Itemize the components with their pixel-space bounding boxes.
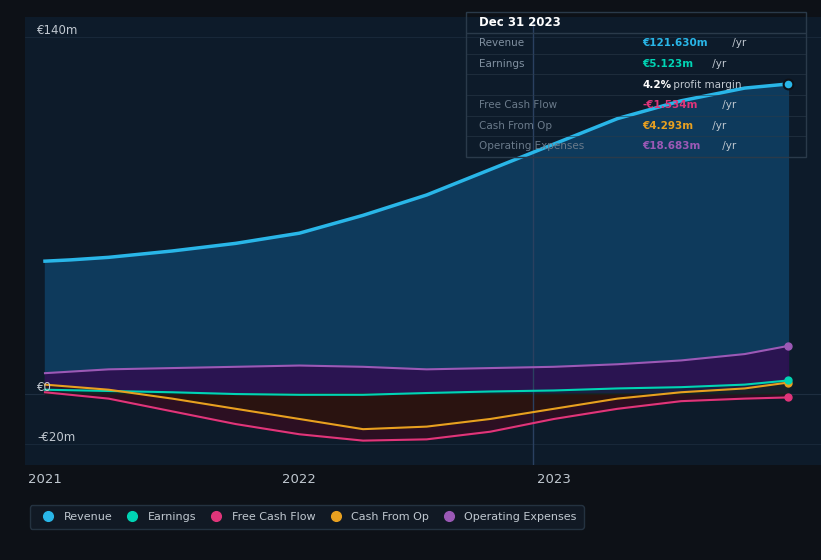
- Text: Dec 31 2023: Dec 31 2023: [479, 16, 561, 29]
- Text: Revenue: Revenue: [479, 38, 525, 48]
- Text: profit margin: profit margin: [670, 80, 741, 90]
- Text: €5.123m: €5.123m: [643, 59, 694, 69]
- Text: /yr: /yr: [728, 38, 745, 48]
- Text: /yr: /yr: [709, 121, 727, 131]
- Text: Free Cash Flow: Free Cash Flow: [479, 100, 557, 110]
- Legend: Revenue, Earnings, Free Cash Flow, Cash From Op, Operating Expenses: Revenue, Earnings, Free Cash Flow, Cash …: [30, 505, 584, 529]
- Text: Earnings: Earnings: [479, 59, 525, 69]
- Text: €0: €0: [37, 381, 53, 394]
- Text: /yr: /yr: [719, 142, 736, 152]
- Text: Cash From Op: Cash From Op: [479, 121, 553, 131]
- Text: €140m: €140m: [37, 24, 79, 37]
- Text: Operating Expenses: Operating Expenses: [479, 142, 585, 152]
- Text: /yr: /yr: [719, 100, 736, 110]
- Text: 4.2%: 4.2%: [643, 80, 672, 90]
- Text: -€1.534m: -€1.534m: [643, 100, 698, 110]
- Text: €4.293m: €4.293m: [643, 121, 694, 131]
- Text: -€20m: -€20m: [37, 431, 76, 445]
- Text: /yr: /yr: [709, 59, 727, 69]
- Text: €18.683m: €18.683m: [643, 142, 701, 152]
- Text: €121.630m: €121.630m: [643, 38, 709, 48]
